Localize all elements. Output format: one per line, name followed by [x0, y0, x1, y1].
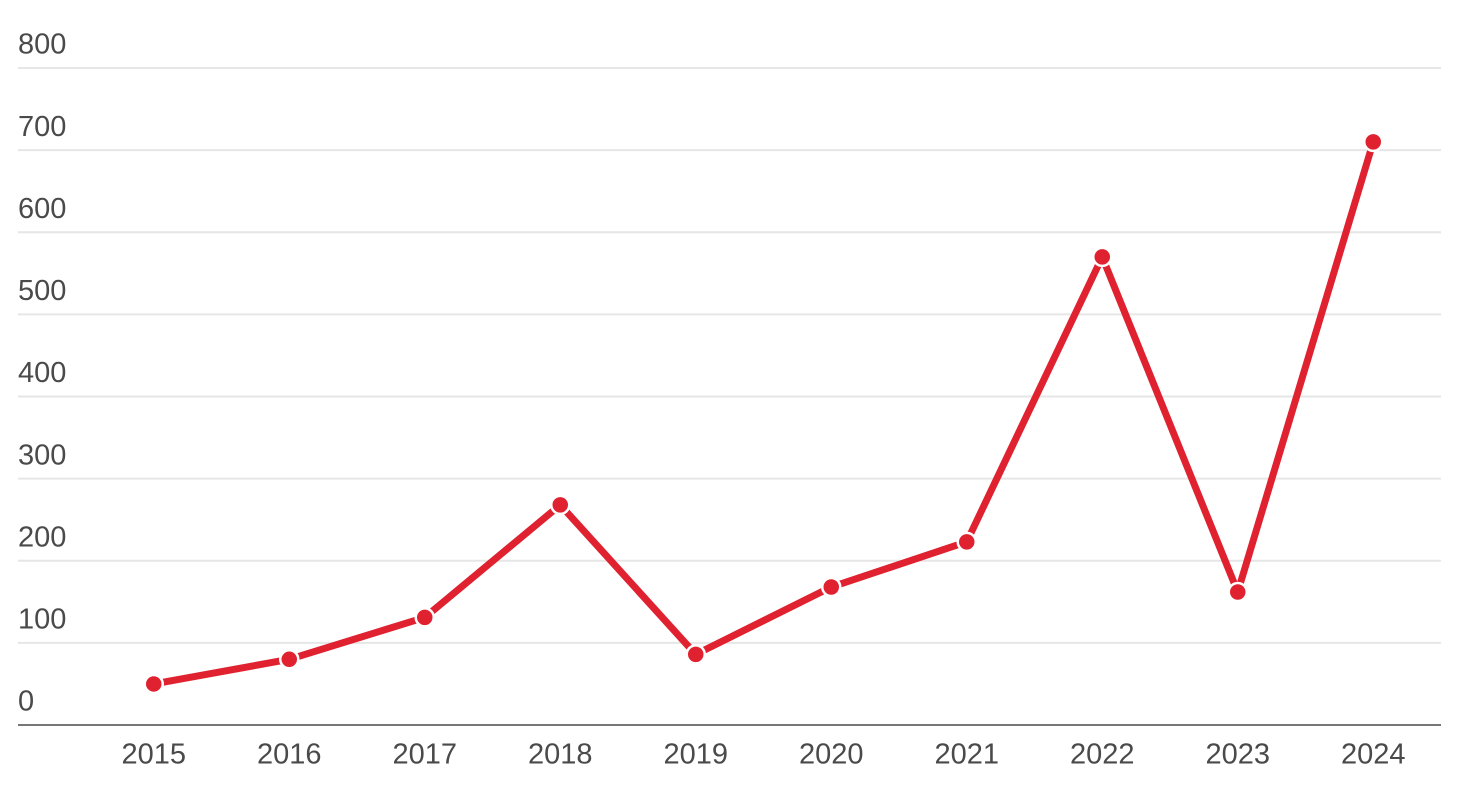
y-tick-label: 300 [18, 439, 66, 471]
point [1092, 246, 1113, 268]
x-tick-label: 2024 [1341, 739, 1406, 771]
point [550, 494, 571, 516]
x-tick-label: 2018 [528, 739, 593, 771]
point [143, 673, 164, 695]
x-tick-label: 2017 [392, 739, 457, 771]
x-tick-label: 2019 [663, 739, 728, 771]
point [685, 644, 706, 665]
y-tick-label: 100 [18, 604, 66, 636]
y-tick-label: 0 [18, 686, 34, 718]
y-tick-label: 800 [18, 29, 66, 61]
x-tick-label: 2016 [257, 739, 322, 771]
point [821, 576, 842, 598]
point [279, 649, 300, 670]
x-tick-label: 2022 [1070, 739, 1135, 771]
y-tick-label: 200 [18, 521, 66, 553]
x-tick-label: 2021 [934, 739, 999, 771]
point [1227, 581, 1248, 603]
y-tick-label: 400 [18, 357, 66, 389]
y-tick-label: 700 [18, 111, 66, 143]
point [414, 607, 435, 628]
x-tick-label: 2020 [799, 739, 864, 771]
y-tick-label: 500 [18, 275, 66, 307]
y-tick-label: 600 [18, 193, 66, 225]
x-tick-label: 2023 [1205, 739, 1270, 771]
point [1363, 131, 1384, 153]
x-tick-label: 2015 [121, 739, 186, 771]
line [153, 140, 1377, 688]
point [956, 531, 977, 553]
